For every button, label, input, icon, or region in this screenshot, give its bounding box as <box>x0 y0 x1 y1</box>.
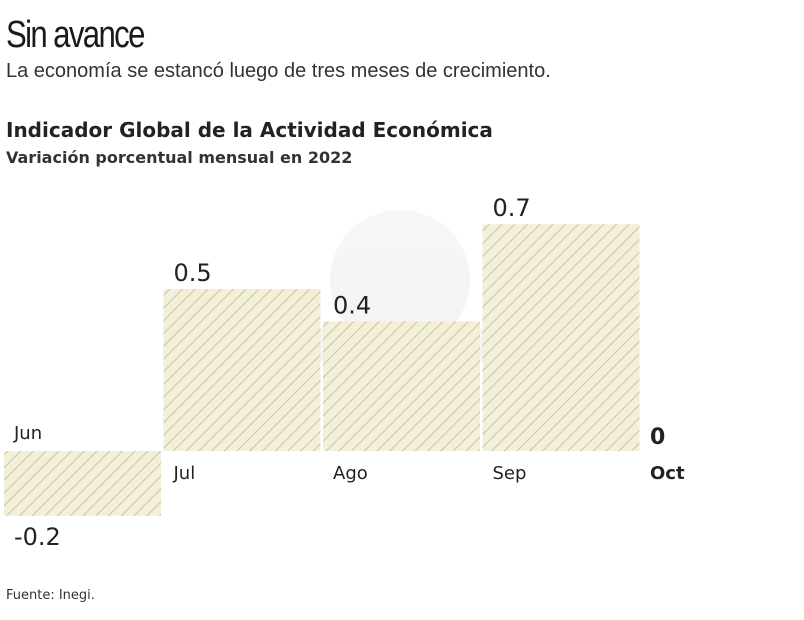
category-label: Jun <box>13 423 42 444</box>
category-label: Ago <box>333 463 368 484</box>
value-label: 0 <box>650 425 665 450</box>
bar-sep <box>482 224 640 451</box>
bar-jun <box>4 451 161 516</box>
value-label: 0.5 <box>174 259 212 287</box>
value-label: 0.7 <box>493 194 531 222</box>
category-label: Jul <box>173 463 196 484</box>
chart-subtitle: Variación porcentual mensual en 2022 <box>6 148 353 167</box>
subheadline: La economía se estancó luego de tres mes… <box>6 60 551 82</box>
headline: Sin avance <box>6 14 145 56</box>
value-label: 0.4 <box>333 291 371 319</box>
value-label: -0.2 <box>14 523 61 551</box>
source-note: Fuente: Inegi. <box>6 588 95 603</box>
bar-ago <box>323 321 480 451</box>
chart-title: Indicador Global de la Actividad Económi… <box>6 118 493 142</box>
category-label: Oct <box>650 463 685 484</box>
bar-jul <box>163 289 321 451</box>
category-label: Sep <box>493 463 527 484</box>
